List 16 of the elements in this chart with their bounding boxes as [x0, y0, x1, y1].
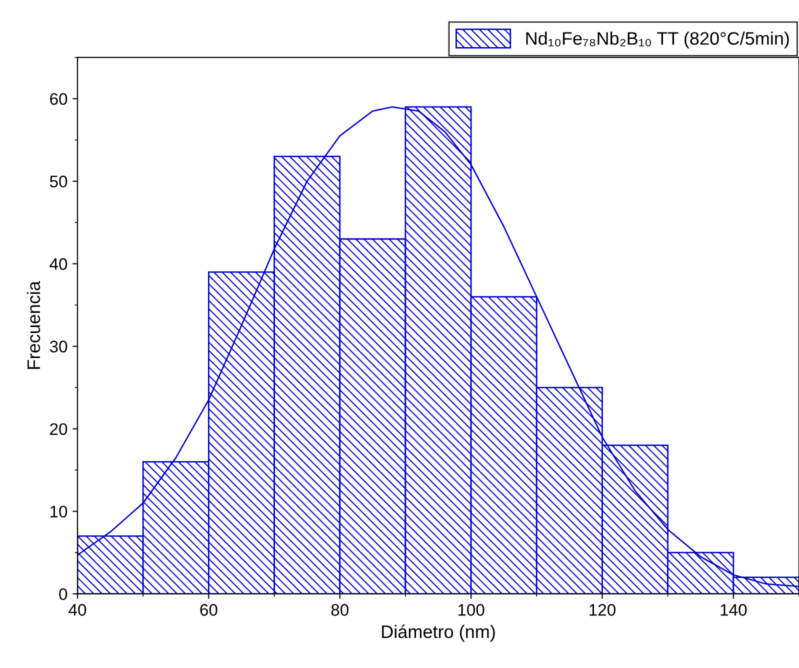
y-tick-label: 0	[59, 588, 68, 600]
x-tick-label: 80	[331, 604, 348, 616]
legend-label: Nd₁₀Fe₇₈Nb₂B₁₀ TT (820°C/5min)	[526, 32, 789, 48]
y-tick-label: 20	[50, 423, 68, 436]
y-tick-label: 10	[50, 506, 68, 518]
y-tick-label: 50	[50, 176, 68, 188]
x-axis-title: Diámetro (nm)	[382, 624, 495, 642]
y-tick-label: 40	[50, 258, 68, 270]
x-tick-label: 60	[200, 604, 218, 616]
y-axis-title: Frecuencia	[26, 280, 40, 369]
x-tick-label: 120	[590, 604, 616, 616]
y-tick-label: 30	[50, 340, 68, 352]
x-tick-label: 100	[458, 604, 484, 616]
x-tick-label: 140	[720, 604, 747, 616]
y-tick-label: 60	[50, 93, 68, 105]
x-tick-label: 40	[68, 604, 86, 616]
